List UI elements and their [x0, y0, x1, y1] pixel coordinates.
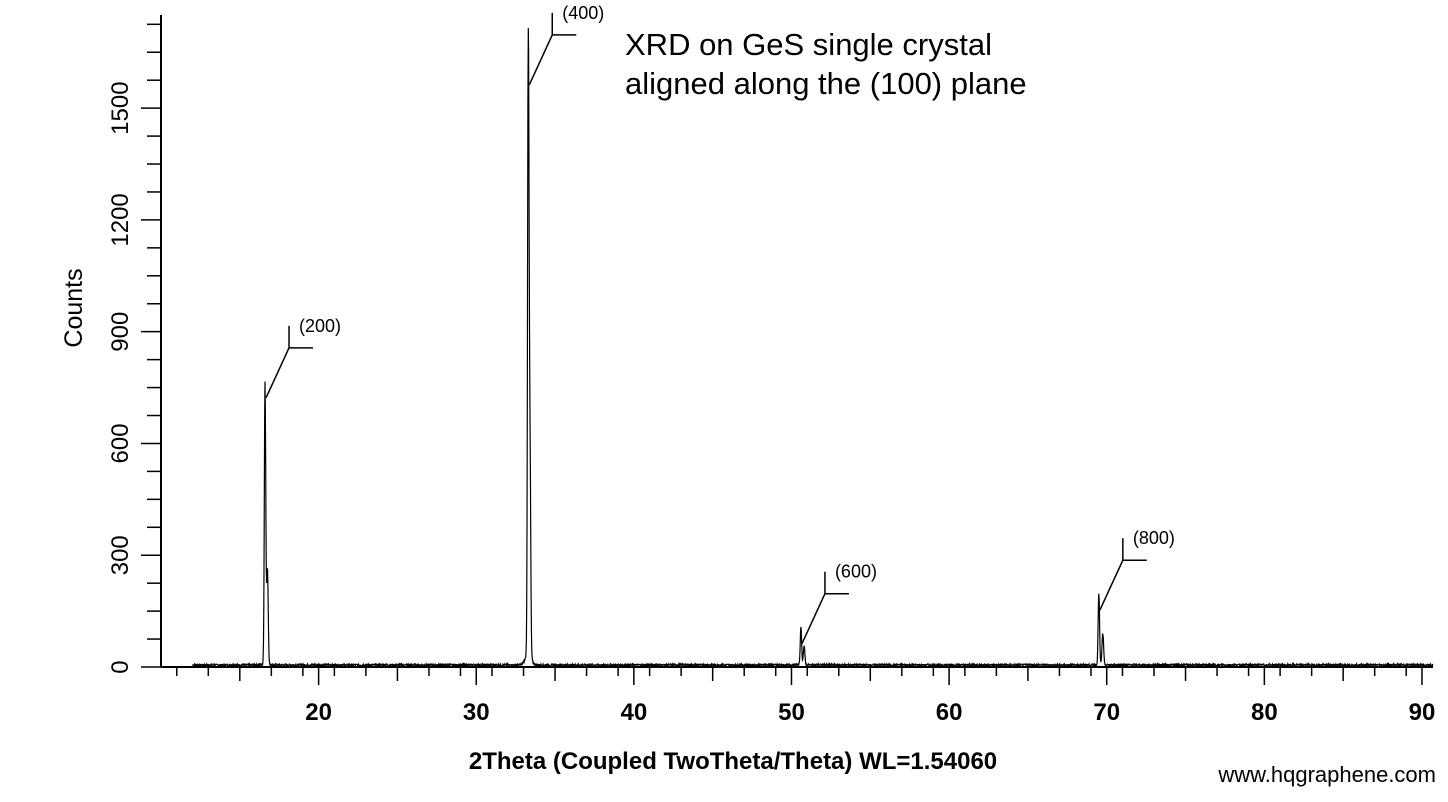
peak-label-2: (600)	[835, 562, 877, 582]
xrd-trace	[192, 27, 1434, 669]
x-axis-label: 2Theta (Coupled TwoTheta/Theta) WL=1.540…	[469, 748, 997, 775]
diffraction-pattern	[192, 27, 1434, 669]
y-tick-label: 1200	[107, 193, 134, 246]
peak-leader-line	[1099, 559, 1124, 611]
x-tick-label: 70	[1093, 699, 1120, 726]
peak-leader-line	[528, 34, 553, 86]
y-tick-label: 0	[107, 660, 134, 673]
y-tick-label: 300	[107, 535, 134, 575]
y-tick-label: 900	[107, 312, 134, 352]
peak-label-1: (400)	[562, 3, 604, 23]
x-tick-label: 60	[936, 699, 963, 726]
watermark: www.hqgraphene.com	[1217, 762, 1436, 787]
peak-label-0: (200)	[299, 316, 341, 336]
x-tick-label: 50	[778, 699, 805, 726]
x-tick-label: 20	[305, 699, 332, 726]
peak-labels: (200) (400) (600) (800)	[265, 3, 1175, 645]
annotation-line-1: XRD on GeS single crystal	[625, 27, 992, 62]
y-tick-label: 600	[107, 423, 134, 463]
y-axis-label: Counts	[60, 268, 88, 347]
x-tick-label: 30	[463, 699, 490, 726]
x-tick-label: 80	[1251, 699, 1278, 726]
axes	[160, 15, 1433, 668]
annotation-line-2: aligned along the (100) plane	[625, 66, 1027, 101]
peak-leader-line	[265, 347, 290, 399]
x-tick-label: 40	[621, 699, 648, 726]
y-tick-label: 1500	[107, 81, 134, 134]
peak-leader-line	[801, 593, 826, 645]
x-tick-label: 90	[1409, 699, 1436, 726]
peak-label-3: (800)	[1133, 528, 1175, 548]
